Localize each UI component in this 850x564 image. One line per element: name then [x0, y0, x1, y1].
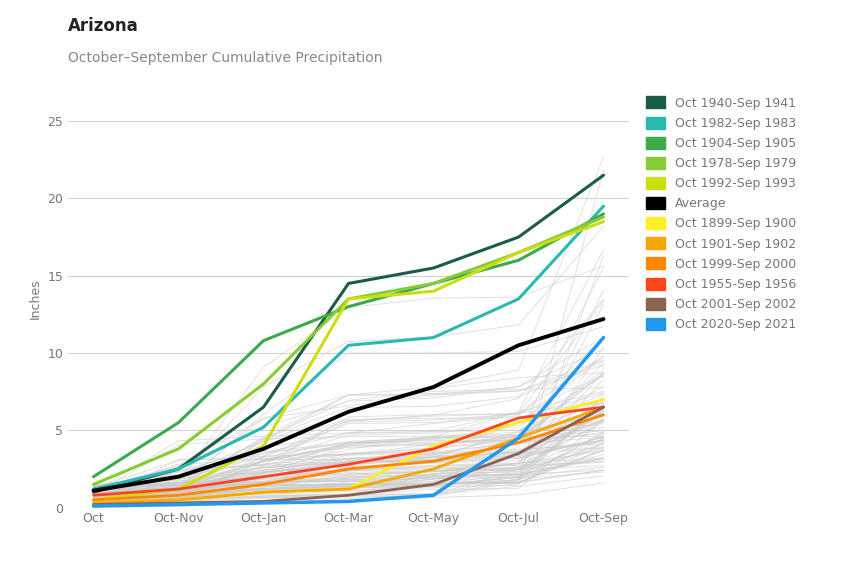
Legend: Oct 1940-Sep 1941, Oct 1982-Sep 1983, Oct 1904-Sep 1905, Oct 1978-Sep 1979, Oct : Oct 1940-Sep 1941, Oct 1982-Sep 1983, Oc…	[647, 96, 796, 331]
Y-axis label: Inches: Inches	[29, 279, 42, 319]
Text: Arizona: Arizona	[68, 17, 139, 35]
Text: October–September Cumulative Precipitation: October–September Cumulative Precipitati…	[68, 51, 382, 65]
